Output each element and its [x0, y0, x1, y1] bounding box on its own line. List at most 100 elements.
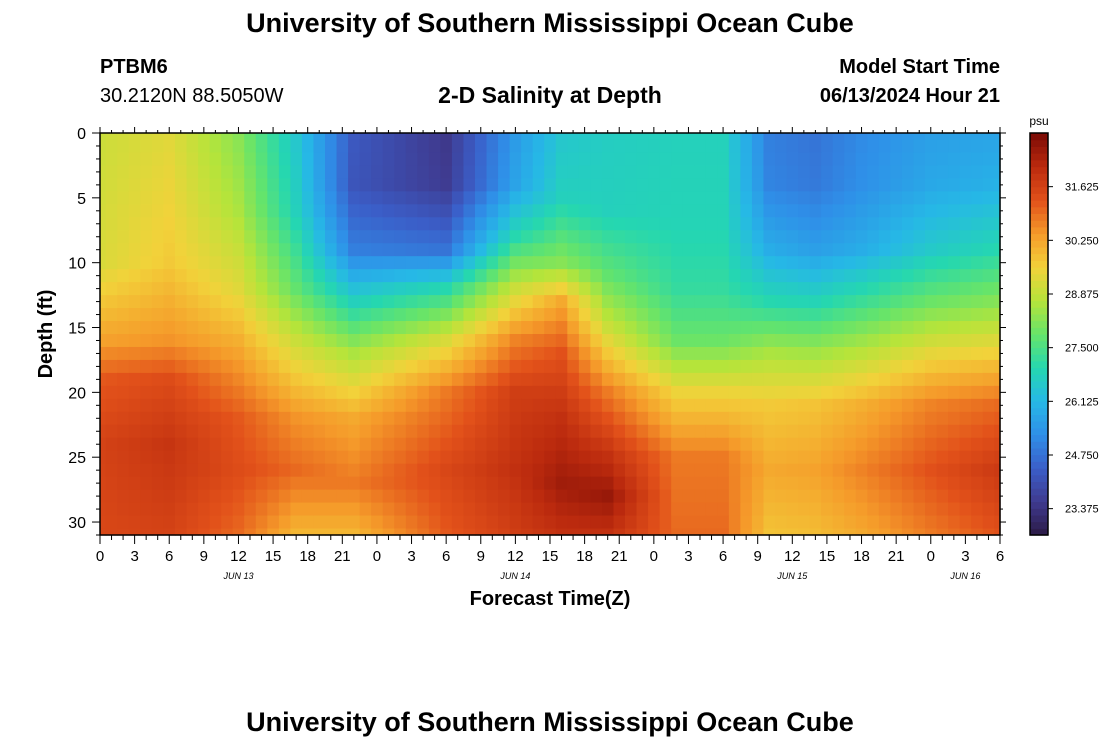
heatmap-cell: [844, 450, 857, 465]
heatmap-cell: [613, 346, 626, 361]
heatmap-cell: [405, 217, 418, 231]
heatmap-cell: [728, 450, 741, 465]
heatmap-cell: [475, 295, 488, 309]
heatmap-cell: [728, 463, 741, 478]
heatmap-cell: [232, 256, 245, 270]
heatmap-cell: [100, 139, 107, 154]
heatmap-cell: [809, 295, 822, 309]
heatmap-cell: [878, 178, 891, 192]
heatmap-cell: [301, 321, 315, 335]
heatmap-cell: [405, 152, 418, 167]
heatmap-cell: [832, 398, 845, 413]
heatmap-cell: [613, 502, 626, 517]
heatmap-cell: [290, 463, 303, 478]
heatmap-cell: [163, 139, 176, 154]
heatmap-cell: [394, 515, 407, 530]
heatmap-cell: [463, 308, 476, 322]
heatmap-cell: [394, 165, 407, 179]
heatmap-cell: [994, 502, 1001, 517]
heatmap-cell: [763, 139, 776, 154]
heatmap-cell: [809, 502, 822, 517]
heatmap-cell: [336, 450, 349, 465]
heatmap-cell: [209, 295, 222, 309]
heatmap-cell: [705, 308, 718, 322]
heatmap-cell: [671, 334, 684, 348]
heatmap-cell: [440, 165, 453, 179]
heatmap-cell: [728, 476, 741, 491]
colorbar-tick-label: 24.750: [1065, 450, 1099, 462]
heatmap-cell: [775, 165, 788, 179]
heatmap-cell: [948, 424, 961, 439]
heatmap-cell: [475, 502, 488, 517]
heatmap-cell: [267, 450, 280, 465]
heatmap-cell: [659, 308, 672, 322]
heatmap-cell: [151, 424, 165, 439]
heatmap-cell: [255, 204, 268, 218]
heatmap-cell: [186, 411, 199, 426]
heatmap-cell: [209, 230, 222, 244]
heatmap-cell: [613, 178, 626, 192]
heatmap-cell: [371, 308, 384, 322]
heatmap-cell: [567, 321, 580, 335]
heatmap-cell: [163, 515, 176, 530]
heatmap-cell: [175, 372, 188, 387]
heatmap-cell: [544, 256, 557, 270]
heatmap-cell: [763, 528, 776, 536]
heatmap-cell: [105, 411, 118, 426]
heatmap-cell: [151, 372, 165, 387]
heatmap-cell: [498, 515, 511, 530]
heatmap-cell: [763, 346, 776, 361]
heatmap-cell: [775, 178, 788, 192]
colorbar-unit: psu: [1029, 114, 1048, 128]
heatmap-cell: [417, 372, 430, 387]
heatmap-cell: [821, 230, 834, 244]
heatmap-cell: [555, 152, 568, 167]
heatmap-cell: [267, 346, 280, 361]
heatmap-cell: [913, 437, 926, 452]
heatmap-cell: [567, 372, 580, 387]
heatmap-cell: [336, 133, 349, 141]
heatmap-cell: [232, 346, 245, 361]
heatmap-cell: [613, 385, 626, 400]
heatmap-cell: [890, 308, 903, 322]
heatmap-cell: [786, 359, 799, 374]
heatmap-cell: [255, 256, 268, 270]
heatmap-cell: [913, 528, 926, 536]
heatmap-cell: [798, 295, 811, 309]
heatmap-cell: [590, 133, 603, 141]
heatmap-cell: [405, 476, 418, 491]
heatmap-cell: [798, 502, 811, 517]
heatmap-cell: [128, 321, 141, 335]
heatmap-cell: [705, 165, 718, 179]
heatmap-cell: [325, 463, 338, 478]
heatmap-cell: [486, 359, 499, 374]
heatmap-cell: [555, 321, 568, 335]
heatmap-cell: [613, 411, 626, 426]
heatmap-cell: [290, 308, 303, 322]
heatmap-cell: [555, 178, 568, 192]
heatmap-cell: [209, 191, 222, 205]
heatmap-cell: [336, 165, 349, 179]
heatmap-cell: [832, 321, 845, 335]
heatmap-cell: [913, 295, 926, 309]
heatmap-cell: [475, 165, 488, 179]
heatmap-cell: [428, 204, 441, 218]
heatmap-cell: [567, 515, 580, 530]
heatmap-cell: [371, 437, 384, 452]
heatmap-cell: [209, 411, 222, 426]
heatmap-cell: [486, 437, 499, 452]
heatmap-cell: [255, 411, 268, 426]
heatmap-cell: [567, 178, 580, 192]
heatmap-cell: [775, 528, 788, 536]
heatmap-cell: [451, 204, 465, 218]
heatmap-cell: [394, 230, 407, 244]
heatmap-cell: [209, 502, 222, 517]
heatmap-cell: [278, 230, 291, 244]
heatmap-cell: [590, 282, 603, 296]
heatmap-cell: [994, 437, 1001, 452]
heatmap-cell: [544, 476, 557, 491]
heatmap-cell: [855, 334, 868, 348]
heatmap-cell: [959, 243, 972, 257]
heatmap-cell: [844, 133, 857, 141]
heatmap-cell: [844, 321, 857, 335]
